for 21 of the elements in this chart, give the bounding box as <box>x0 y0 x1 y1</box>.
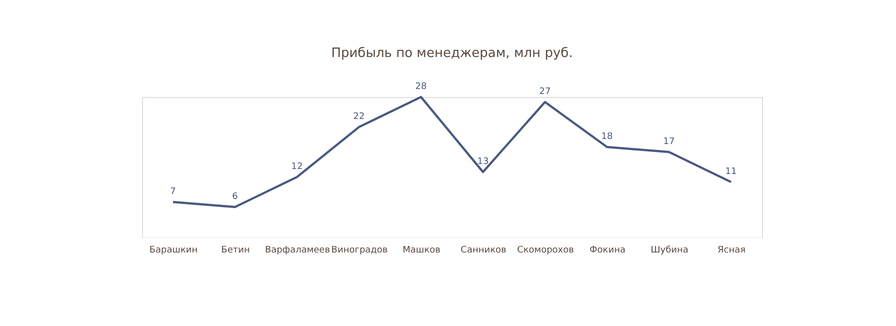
x-tick-label: Машков <box>402 246 440 256</box>
data-label: 18 <box>601 132 613 142</box>
data-label: 17 <box>663 137 675 147</box>
data-label: 27 <box>539 87 551 97</box>
data-label: 7 <box>170 187 176 197</box>
x-tick-label: Шубина <box>650 246 688 256</box>
x-tick-label: Барашкин <box>149 246 198 256</box>
data-label: 11 <box>725 167 737 177</box>
x-tick-label: Бетин <box>221 246 250 256</box>
chart-title: Прибыль по менеджерам, млн руб. <box>331 46 573 61</box>
x-tick-label: Ясная <box>717 246 746 256</box>
data-label: 28 <box>415 82 427 92</box>
data-label: 6 <box>232 192 238 202</box>
x-tick-label: Фокина <box>590 246 626 256</box>
x-tick-label: Виноградов <box>331 246 388 256</box>
data-label: 22 <box>353 112 365 122</box>
x-tick-label: Скоморохов <box>517 246 574 256</box>
data-label: 13 <box>477 157 489 167</box>
x-tick-label: Санников <box>460 246 506 256</box>
data-label: 12 <box>291 162 303 172</box>
x-tick-label: Варфаламеев <box>264 246 330 256</box>
